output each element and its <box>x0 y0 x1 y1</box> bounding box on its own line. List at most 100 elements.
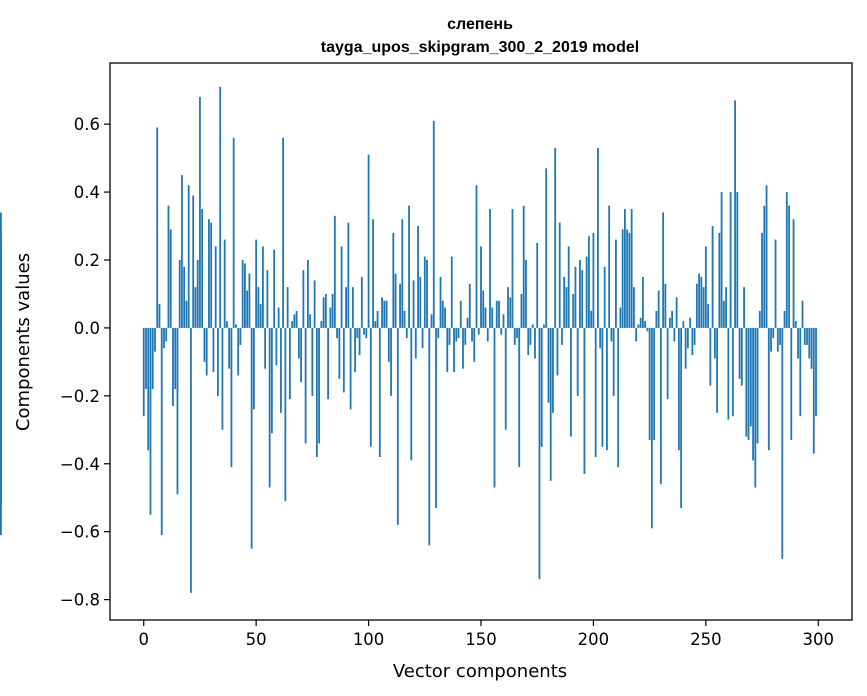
bar <box>808 327 811 359</box>
bar <box>306 259 309 328</box>
y-tick-label: 0.4 <box>74 183 100 202</box>
bar <box>217 327 219 396</box>
x-tick-label: 200 <box>578 630 610 649</box>
bar <box>806 327 808 345</box>
bar <box>695 283 698 328</box>
bar <box>172 327 174 407</box>
bar <box>534 327 536 359</box>
bar <box>446 327 449 373</box>
bar <box>163 327 165 349</box>
bar <box>549 327 552 481</box>
bar <box>736 192 739 328</box>
bar <box>754 327 757 488</box>
bar <box>320 321 323 328</box>
bar <box>219 86 222 328</box>
bar <box>174 327 177 390</box>
bar <box>354 327 356 373</box>
bar <box>752 327 754 461</box>
bar <box>196 259 199 328</box>
bar <box>763 205 766 328</box>
bar <box>745 327 748 437</box>
bar <box>603 266 606 328</box>
bar <box>792 219 795 328</box>
bar <box>529 327 532 345</box>
bar <box>293 314 296 328</box>
y-tick-label: −0.4 <box>60 455 100 474</box>
bar <box>662 212 665 328</box>
bar <box>318 327 321 444</box>
bar <box>684 327 687 369</box>
bar <box>441 300 444 328</box>
bar <box>758 310 761 328</box>
bar <box>457 327 460 339</box>
bar <box>615 239 617 328</box>
bar <box>257 287 260 328</box>
bar <box>358 327 361 356</box>
bar <box>522 205 525 328</box>
bar <box>466 317 469 328</box>
bar <box>250 327 253 549</box>
bar <box>385 300 388 328</box>
y-tick-label: −0.6 <box>60 523 100 542</box>
bar <box>628 232 631 328</box>
bar <box>646 327 649 332</box>
bar <box>345 287 347 328</box>
bar <box>491 307 494 328</box>
bar <box>581 270 584 328</box>
bar <box>637 324 640 328</box>
bar <box>327 327 329 400</box>
bar <box>239 327 242 345</box>
bar <box>167 205 170 328</box>
bar <box>543 324 545 328</box>
bar <box>720 192 723 328</box>
bar <box>232 137 235 328</box>
bar <box>169 229 172 328</box>
bar <box>513 327 516 345</box>
bar <box>387 327 390 362</box>
bar <box>423 256 426 328</box>
bar <box>776 327 779 352</box>
bar <box>342 327 345 393</box>
bar <box>641 276 644 328</box>
bar <box>432 120 435 328</box>
bar <box>707 304 709 328</box>
bar <box>788 205 790 328</box>
bar <box>156 127 159 328</box>
bar <box>633 287 635 328</box>
bar <box>459 300 462 328</box>
bar <box>0 327 2 403</box>
bar <box>783 310 786 328</box>
chart-subtitle: tayga_upos_skipgram_300_2_2019 model <box>321 39 639 56</box>
bar <box>279 327 282 413</box>
bar <box>349 327 352 410</box>
bar <box>450 256 453 328</box>
bar <box>749 327 752 427</box>
bar <box>781 327 784 559</box>
bar <box>336 327 338 339</box>
bar <box>419 276 422 328</box>
bar <box>187 185 190 328</box>
bar <box>639 317 642 328</box>
bar <box>635 327 638 342</box>
bar <box>194 287 197 328</box>
y-axis-label: Components values <box>13 253 34 431</box>
bar <box>0 293 2 328</box>
y-tick-label: 0.0 <box>74 319 100 338</box>
bar <box>212 327 215 373</box>
bar <box>160 327 163 536</box>
bar <box>747 327 750 440</box>
bar <box>221 327 224 430</box>
bar <box>691 327 694 356</box>
bar <box>367 154 370 328</box>
bar <box>437 327 440 339</box>
bar <box>484 307 487 328</box>
bar <box>588 236 590 328</box>
bar <box>288 327 291 400</box>
bar <box>473 327 476 362</box>
bar <box>421 327 424 349</box>
bar <box>369 327 372 447</box>
bar <box>599 327 602 349</box>
bar <box>538 327 541 580</box>
bar <box>686 327 689 349</box>
bar <box>365 327 368 339</box>
